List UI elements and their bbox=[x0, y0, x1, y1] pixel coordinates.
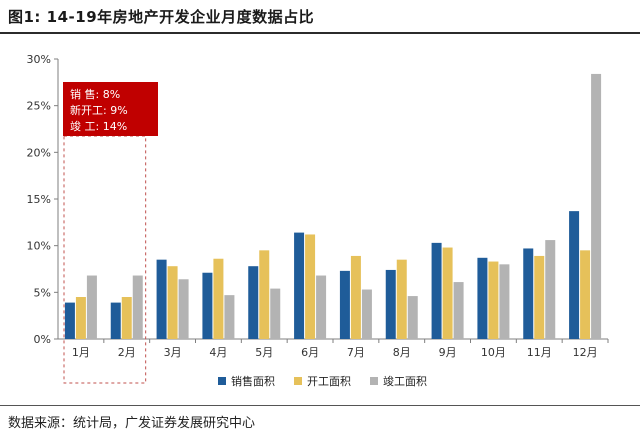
x-tick-label: 10月 bbox=[481, 346, 506, 359]
bar-chart: 0% 5% 10% 15% 20% 25% 30% 1月 2月 3月 4月 5月 6月 7月 8月 9月 10月… bbox=[27, 53, 609, 388]
y-tick-label: 5% bbox=[34, 286, 51, 299]
bar bbox=[121, 297, 132, 339]
bar bbox=[350, 255, 361, 339]
legend-label: 竣工面积 bbox=[383, 374, 427, 388]
bar bbox=[213, 258, 224, 339]
legend-swatch bbox=[218, 377, 226, 385]
y-tick-label: 20% bbox=[27, 146, 51, 159]
x-tick-label: 9月 bbox=[439, 346, 457, 359]
bar bbox=[431, 242, 442, 339]
x-tick-label: 7月 bbox=[347, 346, 365, 359]
bar bbox=[442, 247, 453, 339]
bar bbox=[248, 266, 259, 339]
bar bbox=[178, 279, 189, 339]
bar bbox=[316, 275, 327, 339]
bar bbox=[534, 255, 545, 339]
bar bbox=[86, 275, 97, 339]
x-tick-label: 4月 bbox=[209, 346, 227, 359]
bar bbox=[488, 261, 499, 339]
bar bbox=[64, 302, 75, 339]
bar bbox=[270, 288, 281, 339]
bar bbox=[110, 302, 121, 339]
y-tick-label: 10% bbox=[27, 240, 51, 253]
bar bbox=[132, 275, 143, 339]
x-tick-label: 2月 bbox=[118, 346, 136, 359]
x-tick-label: 11月 bbox=[527, 346, 552, 359]
x-tick-label: 3月 bbox=[164, 346, 182, 359]
x-tick-label: 5月 bbox=[255, 346, 273, 359]
bar bbox=[361, 289, 372, 339]
bar bbox=[580, 250, 591, 339]
bar bbox=[75, 297, 86, 339]
bar bbox=[477, 257, 488, 339]
bar bbox=[339, 270, 350, 339]
bar bbox=[259, 250, 270, 339]
annotation-line: 新开工: 9% bbox=[70, 103, 128, 117]
x-tick-label: 1月 bbox=[72, 346, 90, 359]
title-divider bbox=[0, 32, 640, 34]
x-tick-label: 6月 bbox=[301, 346, 319, 359]
bar bbox=[385, 269, 396, 339]
bar bbox=[545, 240, 556, 339]
legend-label: 销售面积 bbox=[231, 374, 275, 388]
bar bbox=[396, 259, 407, 339]
bar bbox=[224, 295, 235, 339]
bar bbox=[305, 234, 316, 339]
y-tick-label: 15% bbox=[27, 193, 51, 206]
y-tick-label: 0% bbox=[34, 333, 51, 346]
chart-title: 图1: 14-19年房地产开发企业月度数据占比 bbox=[8, 8, 315, 26]
bar bbox=[499, 264, 510, 339]
bar bbox=[569, 211, 580, 339]
annotation-line: 竣 工: 14% bbox=[70, 119, 127, 133]
bar bbox=[453, 282, 464, 339]
bar bbox=[591, 73, 602, 339]
bar bbox=[523, 248, 534, 339]
x-tick-label: 8月 bbox=[393, 346, 411, 359]
y-tick-label: 30% bbox=[27, 53, 51, 66]
y-tick-label: 25% bbox=[27, 100, 51, 113]
legend-swatch bbox=[294, 377, 302, 385]
x-tick-label: 12月 bbox=[573, 346, 598, 359]
annotation-line: 销 售: 8% bbox=[70, 87, 120, 101]
highlight-box bbox=[63, 135, 147, 384]
annotation-box bbox=[63, 82, 158, 136]
legend-label: 开工面积 bbox=[307, 375, 351, 388]
legend-swatch bbox=[370, 377, 378, 385]
bar bbox=[202, 272, 213, 339]
source-note: 数据来源：统计局，广发证券发展研究中心 bbox=[8, 416, 256, 431]
bar bbox=[407, 296, 418, 339]
source-divider bbox=[0, 405, 640, 406]
bar bbox=[294, 232, 305, 339]
bar bbox=[156, 259, 167, 339]
bar bbox=[167, 266, 178, 339]
